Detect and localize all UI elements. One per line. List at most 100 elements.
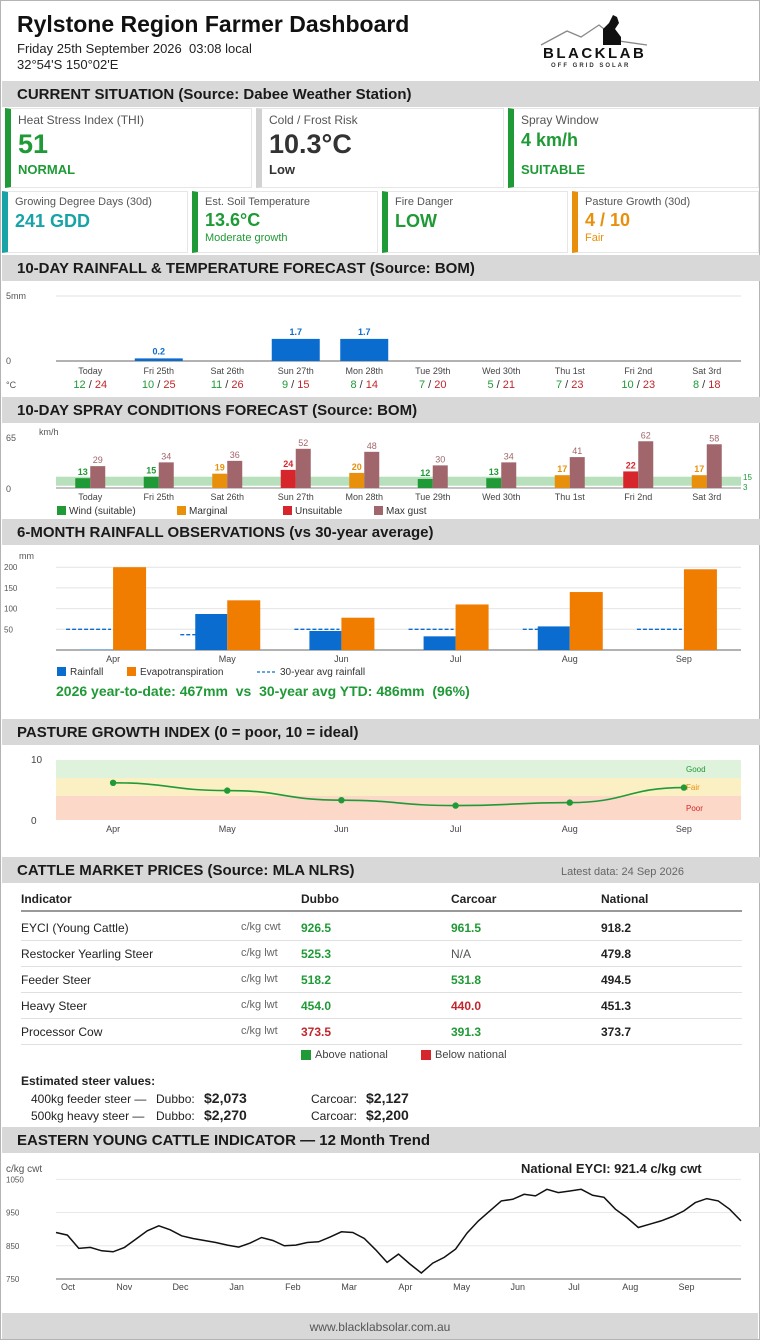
section-spray-forecast: 10-DAY SPRAY CONDITIONS FORECAST (Source… [2, 397, 760, 423]
spray-day-label: Fri 25th [143, 492, 174, 502]
spray-legend-swatch [283, 506, 292, 515]
temp-max: 24 [95, 379, 107, 391]
latest-data-note: Latest data: 24 Sep 2026 [561, 866, 684, 878]
row-unit: c/kg cwt [241, 921, 281, 933]
rainobs-y-tick: 100 [4, 605, 18, 614]
pasture-month-label: May [219, 824, 237, 834]
temp-min-max: 8 / 18 [693, 379, 721, 391]
gust-bar [90, 466, 106, 488]
rainobs-y-tick: 200 [4, 563, 18, 572]
footer-url[interactable]: www.blacklabsolar.com.au [309, 1320, 451, 1334]
rain-bar [271, 338, 320, 361]
temp-min-max: 11 / 26 [211, 379, 244, 391]
temp-sep: / [699, 379, 708, 391]
rain-forecast-chart: 5mm 0 °C Today 12 / 24 0.2 Fri 25th 10 / 25 Sat … [6, 291, 741, 391]
pasture-month-label: Jul [450, 824, 462, 834]
spray-day-label: Sat 3rd [692, 492, 721, 502]
spray-day-label: Thu 1st [555, 492, 586, 502]
suitable-band [56, 476, 741, 486]
temp-min: 11 [211, 379, 222, 391]
pasture-index-chart: Good Fair Poor 10 0 Apr May Jun Jul Aug Sep [31, 755, 741, 834]
spray-y-unit: km/h [39, 427, 59, 437]
est-heavy-dubbo-label: Dubbo: [156, 1109, 195, 1123]
wind-bar [486, 478, 502, 488]
row-dubbo: 373.5 [301, 1025, 332, 1039]
gust-bar [569, 457, 585, 488]
fire-label: Fire Danger [395, 196, 454, 208]
gust-label: 48 [367, 441, 377, 451]
coordinates: 32°54'S 150°02'E [17, 57, 119, 72]
temp-sep: / [562, 379, 571, 391]
gust-bar [158, 462, 174, 488]
rainobs-legend-swatch [127, 667, 136, 676]
row-indicator: Heavy Steer [21, 999, 88, 1013]
band-top-label: 15 [743, 473, 752, 482]
rain-y-zero: 0 [6, 356, 11, 366]
evap-bar [683, 569, 717, 650]
gust-bar [295, 448, 311, 488]
eyci-month-label: Mar [341, 1282, 357, 1292]
gust-label: 52 [298, 438, 308, 448]
rain-day-label: Sat 26th [210, 366, 244, 376]
table-header-rule [21, 910, 742, 912]
temp-min-max: 5 / 21 [487, 379, 515, 391]
temp-min: 7 [419, 379, 425, 391]
temp-unit: °C [6, 380, 17, 390]
band-good [56, 760, 741, 778]
eyci-chart: 1050 950 850 750 c/kg cwt Oct Nov Dec Jan Feb Mar A… [6, 1164, 742, 1292]
wind-label: 13 [489, 467, 499, 477]
temp-sep: / [357, 379, 366, 391]
legend-above-swatch [301, 1050, 311, 1060]
est-feeder-dubbo: $2,073 [204, 1090, 247, 1106]
row-carcoar: N/A [451, 947, 472, 961]
spray-day-label: Tue 29th [415, 492, 450, 502]
row-unit: c/kg lwt [241, 1025, 278, 1037]
temp-max: 25 [163, 379, 175, 391]
wind-bar [212, 473, 228, 488]
col-dubbo: Dubbo [301, 892, 339, 906]
temp-max: 23 [571, 379, 583, 391]
pasture-month-label: Apr [106, 824, 120, 834]
spray-day-label: Sun 27th [278, 492, 314, 502]
row-dubbo: 454.0 [301, 999, 332, 1013]
spray-legend-label: Unsuitable [295, 506, 343, 517]
temp-max: 15 [297, 379, 309, 391]
rainobs-month-label: Aug [562, 654, 578, 664]
temp-min: 9 [282, 379, 288, 391]
wind-bar [349, 472, 365, 488]
rain-bar-label: 1.7 [289, 327, 302, 337]
gust-bar [432, 465, 448, 488]
row-dubbo: 926.5 [301, 921, 332, 935]
pasture-label: Pasture Growth (30d) [585, 196, 691, 208]
spray-status: SUITABLE [521, 162, 586, 177]
pasture-value: 4 / 10 [585, 210, 631, 230]
spray-day-label: Today [78, 492, 103, 502]
eyci-month-label: Nov [116, 1282, 133, 1292]
datetime: Friday 25th September 2026 03:08 local [17, 41, 252, 56]
rainobs-month-label: Jul [450, 654, 462, 664]
row-divider [21, 1044, 742, 1045]
temp-min: 10 [621, 379, 633, 391]
gust-bar [227, 460, 243, 488]
soil-value: 13.6°C [205, 210, 261, 230]
band-bottom-label: 3 [743, 483, 748, 492]
row-divider [21, 992, 742, 993]
wind-label: 20 [352, 462, 362, 472]
frost-value: 10.3°C [269, 129, 352, 159]
temp-max: 23 [643, 379, 655, 391]
row-unit: c/kg lwt [241, 947, 278, 959]
est-feeder-carcoar: $2,127 [366, 1090, 409, 1106]
eyci-y-tick: 950 [6, 1209, 20, 1218]
legend-above-label: Above national [315, 1049, 388, 1061]
temp-sep: / [154, 379, 163, 391]
spray-legend-swatch [177, 506, 186, 515]
rainobs-y-tick: 50 [4, 625, 13, 634]
pasture-card: Pasture Growth (30d) 4 / 10 Fair [572, 191, 759, 253]
eyci-y-tick: 850 [6, 1242, 20, 1251]
pasture-point [452, 802, 459, 809]
rain-bar-label: 0.2 [152, 346, 165, 356]
pasture-line [113, 782, 684, 807]
wind-label: 17 [557, 464, 567, 474]
frost-status: Low [269, 162, 295, 177]
gust-label: 58 [709, 433, 719, 443]
